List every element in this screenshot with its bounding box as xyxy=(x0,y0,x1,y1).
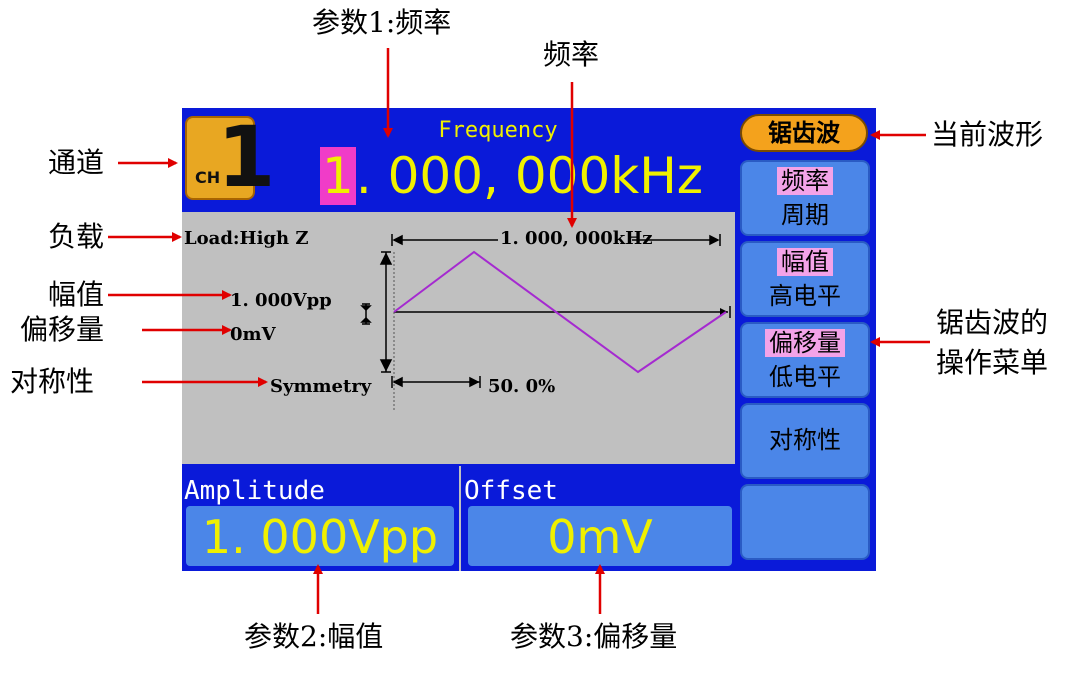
frequency-value[interactable]: 1. 000, 000kHz xyxy=(320,146,703,206)
callout-param1: 参数1:频率 xyxy=(312,6,452,39)
callout-frequency: 频率 xyxy=(543,38,600,71)
frequency-span-marker xyxy=(391,234,721,246)
channel-indicator[interactable]: CH 1 xyxy=(185,112,275,202)
menu-item-empty[interactable] xyxy=(740,484,870,560)
symmetry-readout: 50. 0% xyxy=(488,376,556,397)
callout-menu-line1: 锯齿波的 xyxy=(936,306,1049,339)
waveform-graphic xyxy=(360,234,731,412)
amplitude-readout: 1. 000Vpp xyxy=(230,290,332,311)
menu-item-frequency-period[interactable]: 频率 周期 xyxy=(740,160,870,236)
parameter-header: CH 1 Frequency 1. 000, 000kHz xyxy=(182,108,735,208)
amplitude-title: Amplitude xyxy=(184,476,325,506)
offset-parameter[interactable]: Offset 0mV xyxy=(462,466,735,571)
offset-readout: 0mV xyxy=(230,324,276,345)
offset-title: Offset xyxy=(464,476,558,506)
menu-item-period-label: 周期 xyxy=(781,201,829,229)
callout-offset: 偏移量 xyxy=(20,313,105,346)
offset-value: 0mV xyxy=(547,510,653,564)
waveform-frequency-readout: 1. 000, 000kHz xyxy=(500,228,653,249)
callout-param2: 参数2:幅值 xyxy=(244,620,384,653)
menu-item-low-level-label: 低电平 xyxy=(769,363,841,391)
menu-item-high-level-label: 高电平 xyxy=(769,282,841,310)
callout-menu-line2: 操作菜单 xyxy=(936,346,1049,379)
channel-label: CH xyxy=(195,168,221,187)
offset-value-box[interactable]: 0mV xyxy=(468,506,732,566)
symmetry-span-marker xyxy=(391,376,481,388)
callout-channel: 通道 xyxy=(48,146,105,179)
symmetry-label: Symmetry xyxy=(270,376,372,397)
menu-item-symmetry[interactable]: 对称性 xyxy=(740,403,870,479)
frequency-cursor-digit: 1 xyxy=(320,147,356,205)
ramp-operation-menu: 锯齿波 频率 周期 幅值 高电平 偏移量 低电平 对称性 xyxy=(735,108,876,571)
channel-number: 1 xyxy=(217,108,276,206)
callout-amplitude: 幅值 xyxy=(48,278,105,311)
amplitude-span-marker xyxy=(379,251,393,373)
callout-param3: 参数3:偏移量 xyxy=(510,620,678,653)
frequency-value-rest: . 000, 000kHz xyxy=(355,147,704,205)
menu-title-current-wave: 锯齿波 xyxy=(740,114,868,152)
amplitude-value-box[interactable]: 1. 000Vpp xyxy=(186,506,454,566)
menu-item-amplitude-label: 幅值 xyxy=(742,247,868,277)
generator-screen: CH 1 Frequency 1. 000, 000kHz Load:High … xyxy=(182,108,876,571)
load-readout: Load:High Z xyxy=(184,228,309,249)
menu-item-symmetry-label: 对称性 xyxy=(769,426,841,454)
menu-item-offset-low[interactable]: 偏移量 低电平 xyxy=(740,322,870,398)
parameter-divider xyxy=(459,466,461,571)
amplitude-parameter[interactable]: Amplitude 1. 000Vpp xyxy=(182,466,460,571)
amplitude-value: 1. 000Vpp xyxy=(201,510,439,564)
callout-current-wave: 当前波形 xyxy=(931,118,1044,151)
offset-marker xyxy=(360,303,372,325)
parameter-bar: Amplitude 1. 000Vpp Offset 0mV xyxy=(182,466,735,571)
menu-item-amplitude-high[interactable]: 幅值 高电平 xyxy=(740,241,870,317)
parameter-name: Frequency xyxy=(438,118,558,143)
ramp-waveform xyxy=(393,250,727,374)
callout-load: 负载 xyxy=(48,220,105,253)
waveform-display: Load:High Z 1. 000, 000kHz 1. 000Vpp 0mV… xyxy=(182,212,735,464)
callout-symmetry: 对称性 xyxy=(10,365,95,398)
menu-item-frequency-label: 频率 xyxy=(742,166,868,196)
menu-item-offset-label: 偏移量 xyxy=(742,328,868,358)
